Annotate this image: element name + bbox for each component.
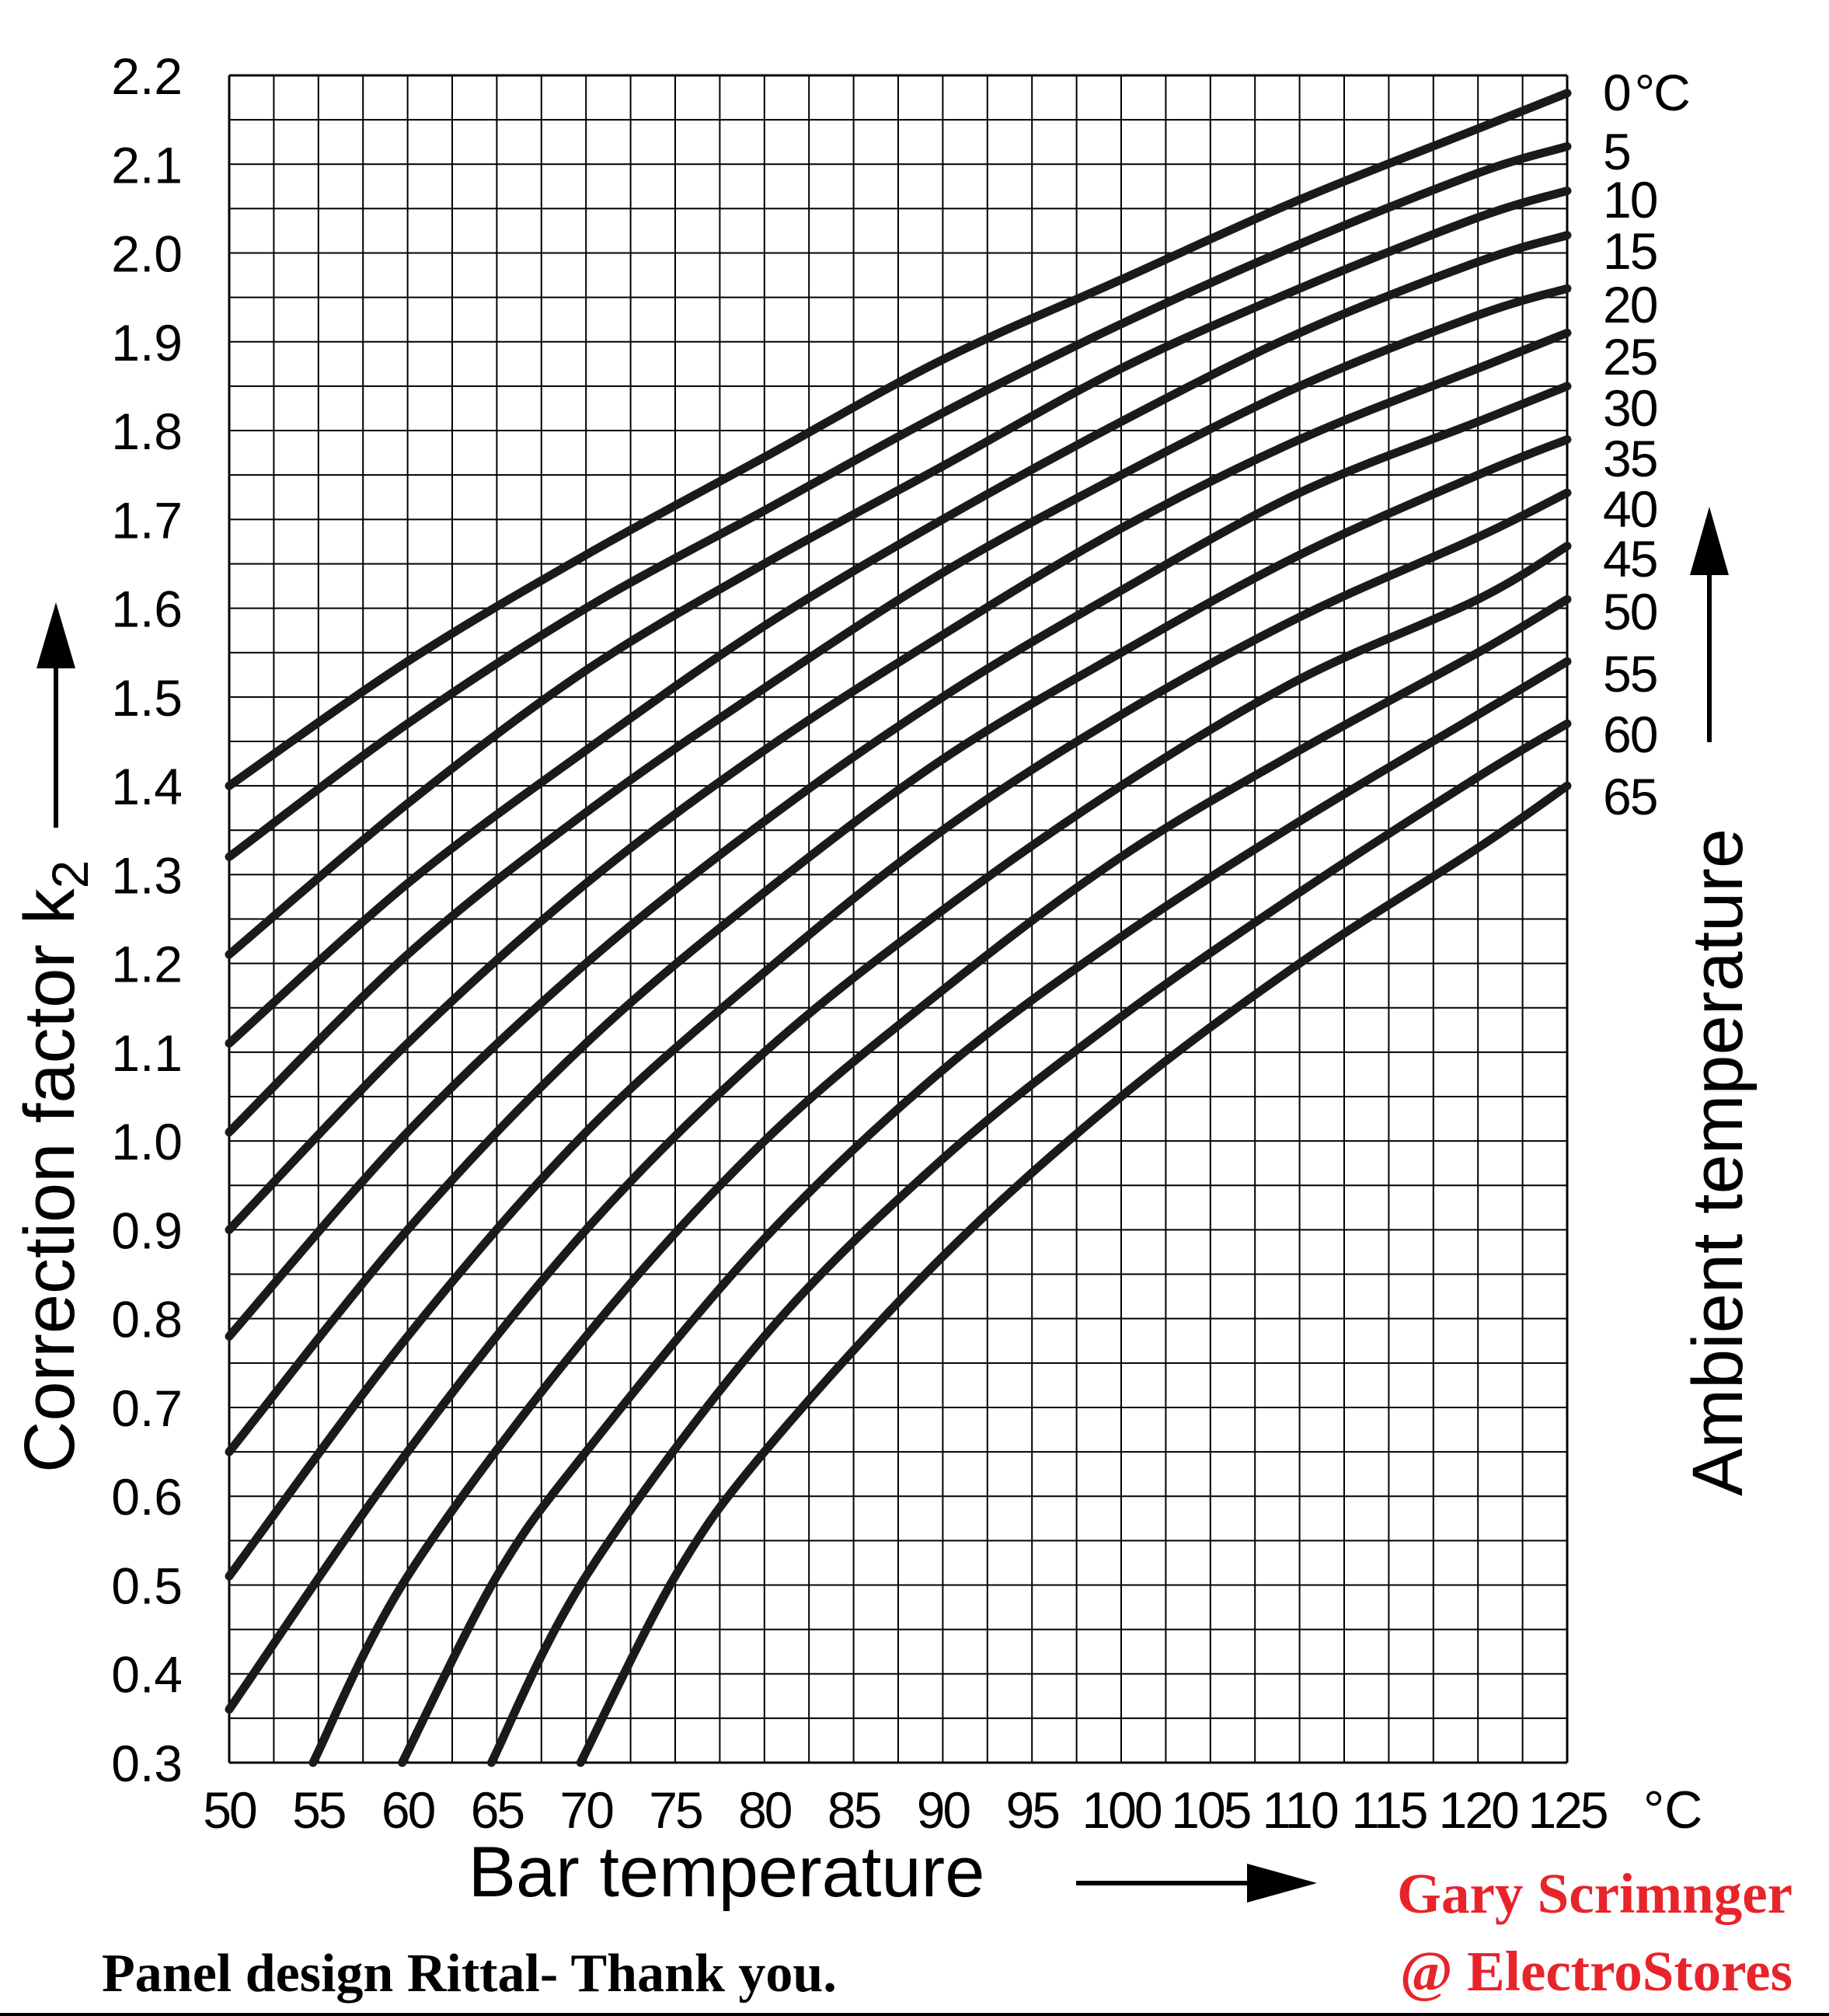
x-tick-label: 50 (203, 1781, 256, 1839)
series-line-30 (225, 382, 1572, 1341)
series-line-35 (225, 434, 1572, 1456)
x-tick-labels: 50 55 60 65 70 75 80 85 90 95 100 105 110 115 120 125 (203, 1781, 1609, 1839)
x-tick-label: 85 (827, 1781, 880, 1839)
y-axis-arrow (37, 602, 75, 828)
x-axis-label: Bar temperature (469, 1833, 985, 1912)
author-store-credit: @ ElectroStores (1399, 1940, 1792, 2003)
y-axis-label-subscript: 2 (41, 860, 99, 889)
y-tick-label: 0.9 (111, 1202, 183, 1259)
series-label-30: 30 (1603, 379, 1657, 437)
series-line-10 (225, 187, 1572, 959)
series-line-20 (225, 284, 1572, 1137)
series-line-15 (225, 231, 1572, 1048)
x-axis-arrow (1076, 1864, 1317, 1903)
y-tick-label: 1.6 (111, 581, 183, 638)
series-label-10: 10 (1603, 171, 1657, 228)
series-line-60 (487, 719, 1572, 1767)
x-tick-label: 100 (1082, 1781, 1161, 1839)
y-tick-label: 1.9 (111, 314, 183, 371)
x-tick-label: 110 (1262, 1781, 1338, 1839)
y-tick-label: 1.2 (111, 936, 183, 993)
x-tick-label: 95 (1005, 1781, 1058, 1839)
y-tick-label: 1.0 (111, 1113, 183, 1170)
x-tick-label: 105 (1171, 1781, 1249, 1839)
series-label-0: 0°C (1603, 64, 1689, 121)
x-tick-label: 120 (1439, 1781, 1518, 1839)
author-credit: Gary Scrimnger (1397, 1862, 1792, 1925)
x-tick-label: 90 (917, 1781, 970, 1839)
series-line-5 (225, 141, 1572, 862)
bottom-rule (0, 2013, 1829, 2016)
series-line-25 (225, 328, 1572, 1234)
y-tick-label: 2.2 (111, 47, 183, 105)
x-tick-label: 80 (738, 1781, 792, 1839)
y-axis-label: Correction factor k2 (10, 860, 99, 1473)
x-tick-label: 65 (471, 1781, 524, 1839)
y-tick-label: 0.6 (111, 1468, 183, 1526)
series-line-65 (576, 781, 1572, 1767)
series-line-0 (225, 89, 1572, 790)
series-label-20: 20 (1603, 276, 1657, 333)
y-tick-label: 0.8 (111, 1291, 183, 1348)
series-label-40: 40 (1603, 480, 1657, 538)
x-tick-label: 115 (1351, 1781, 1427, 1839)
series-label-5: 5 (1603, 123, 1630, 180)
y-tick-label: 1.7 (111, 491, 183, 549)
x-tick-label: 70 (559, 1781, 613, 1839)
series-label-50: 50 (1603, 583, 1657, 640)
y-tick-label: 0.3 (111, 1735, 183, 1792)
y-tick-label: 1.5 (111, 669, 183, 727)
y-tick-label: 2.1 (111, 136, 183, 194)
x-tick-label: 125 (1528, 1781, 1606, 1839)
series-line-45 (225, 542, 1572, 1714)
y-tick-label: 2.0 (111, 225, 183, 283)
y-tick-label: 1.8 (111, 403, 183, 460)
series-line-55 (398, 657, 1572, 1767)
y-tick-label: 0.7 (111, 1379, 183, 1437)
series-label-55: 55 (1603, 645, 1657, 703)
series-label-15: 15 (1603, 222, 1657, 280)
series-label-60: 60 (1603, 706, 1657, 763)
x-axis-unit: °C (1643, 1781, 1702, 1840)
grid (228, 74, 1569, 1764)
source-credit: Panel design Rittal- Thank you. (102, 1944, 837, 2004)
y-tick-label: 1.1 (111, 1024, 183, 1082)
legend-arrow (1690, 507, 1729, 742)
x-tick-label: 60 (381, 1781, 435, 1839)
x-tick-label: 75 (649, 1781, 702, 1839)
series-label-unit: °C (1635, 64, 1689, 121)
y-tick-label: 0.4 (111, 1646, 183, 1704)
series-line-40 (225, 488, 1572, 1581)
series-label-45: 45 (1603, 530, 1657, 588)
y-tick-label: 1.4 (111, 758, 183, 815)
series-line-50 (308, 595, 1572, 1767)
series-label-65: 65 (1603, 768, 1657, 825)
y-tick-label: 1.3 (111, 846, 183, 904)
y-tick-labels: 2.2 2.1 2.0 1.9 1.8 1.7 1.6 1.5 1.4 1.3 1.2 1.1 1.0 0… (111, 47, 183, 1792)
series-label-25: 25 (1603, 328, 1657, 385)
series-lines (225, 89, 1572, 1767)
legend-title: Ambient temperature (1678, 828, 1758, 1496)
series-label-35: 35 (1603, 430, 1657, 487)
y-tick-label: 0.5 (111, 1557, 183, 1614)
x-tick-label: 55 (292, 1781, 345, 1839)
